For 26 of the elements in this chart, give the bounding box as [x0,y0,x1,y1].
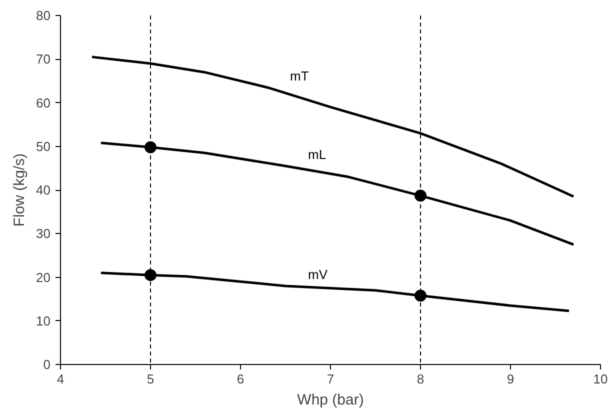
y-tick-label: 20 [36,270,51,285]
point [144,141,156,154]
x-tick-label: 6 [236,372,244,386]
y-tick-label: 70 [36,52,51,67]
x-tick-label: 9 [506,372,514,386]
x-tick-label: 4 [56,372,64,386]
point [414,290,426,302]
series-label: mV [308,266,328,282]
y-tick-label: 10 [36,313,51,328]
y-tick-label: 60 [36,95,51,110]
y-tick-label: 0 [43,357,51,372]
series-label: mL [308,147,326,162]
y-tick-label: 80 [36,8,51,23]
line-series [100,142,575,246]
y-axis-title: Flow (kg/s) [11,153,28,227]
x-tick-label: 8 [416,372,424,386]
point [144,269,156,282]
x-axis-title: Whp (bar) [297,392,364,408]
point [414,190,426,202]
x-tick-label: 7 [326,372,334,386]
y-tick-label: 40 [36,182,51,198]
x-tick-label: 10 [593,372,608,386]
x-tick-label: 5 [146,372,154,386]
y-tick-label: 50 [36,138,51,154]
y-tick-label: 30 [36,226,51,242]
series-label: mT [290,68,309,84]
